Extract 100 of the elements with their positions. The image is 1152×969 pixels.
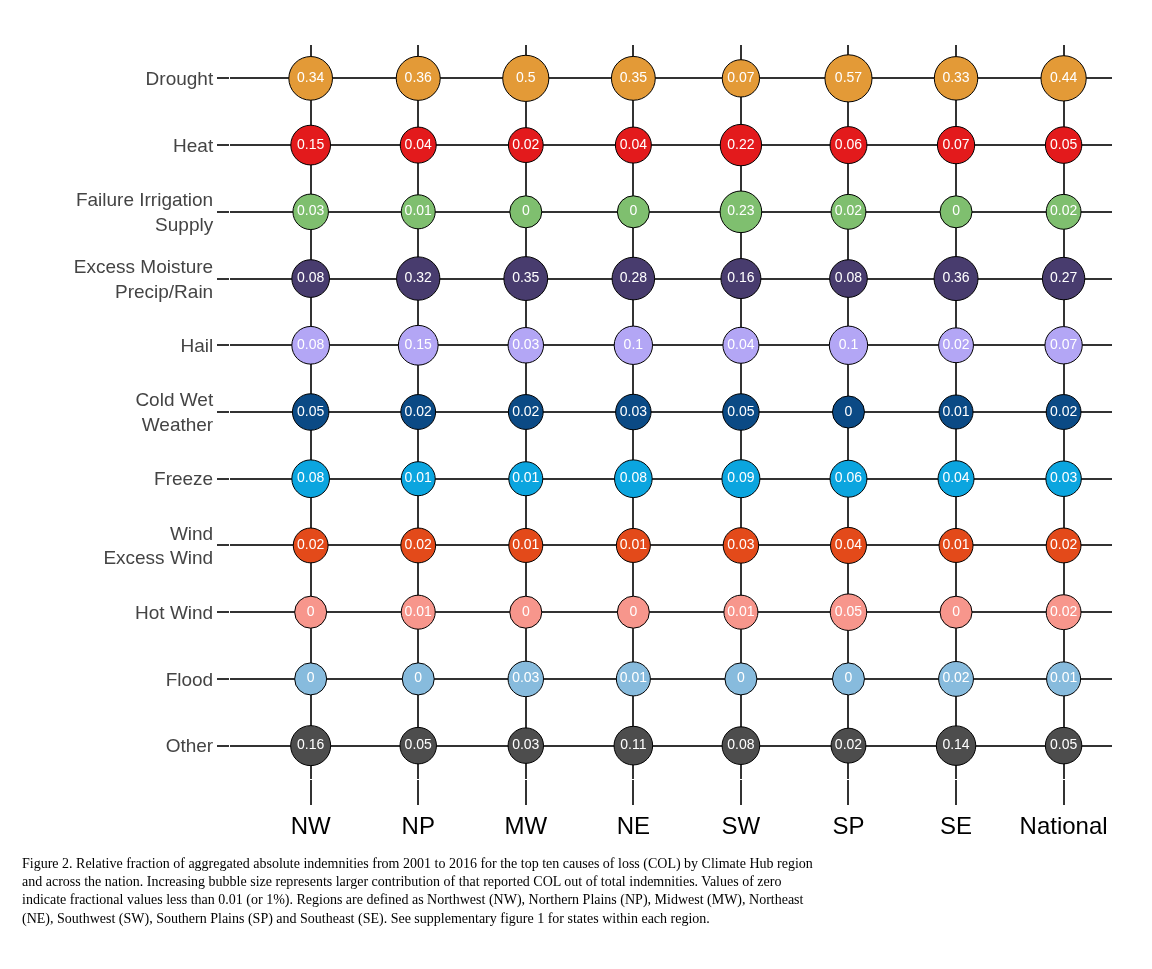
data-label: 0 bbox=[629, 602, 638, 619]
data-label: 0.02 bbox=[512, 135, 540, 152]
data-label: 0 bbox=[521, 202, 530, 219]
data-label: 0.15 bbox=[404, 335, 433, 352]
y-tick-label: Hail bbox=[180, 334, 214, 356]
data-label: 0 bbox=[629, 202, 638, 219]
x-tick-label: NP bbox=[401, 811, 435, 839]
x-tick-label: MW bbox=[504, 811, 548, 839]
data-label: 0.16 bbox=[727, 269, 755, 286]
data-label: 0 bbox=[952, 202, 961, 219]
data-label: 0.06 bbox=[834, 469, 863, 486]
data-label: 0.14 bbox=[942, 736, 970, 753]
data-label: 0.22 bbox=[727, 135, 755, 152]
y-tick-label: Flood bbox=[165, 668, 214, 690]
data-label: 0 bbox=[844, 669, 853, 686]
data-label: 0.03 bbox=[512, 736, 540, 753]
data-label: 0.08 bbox=[619, 469, 648, 486]
data-label: 0.01 bbox=[942, 535, 970, 552]
x-tick-label: National bbox=[1019, 811, 1108, 839]
data-label: 0.44 bbox=[1049, 68, 1078, 85]
data-label: 0.05 bbox=[297, 402, 325, 419]
data-label: 0.02 bbox=[404, 402, 433, 419]
y-tick-label: Failure Irrigation Supply bbox=[75, 189, 214, 235]
y-tick-label: Wind Excess Wind bbox=[103, 522, 214, 569]
data-label: 0.02 bbox=[1049, 602, 1078, 619]
data-label: 0.01 bbox=[727, 602, 755, 619]
data-label: 0.04 bbox=[619, 135, 648, 152]
data-label: 0.01 bbox=[619, 535, 648, 552]
y-tick-label: Heat bbox=[173, 134, 214, 156]
caption: Figure 2. Relative fraction of aggregated absolute indemnities from 2001 to 2016 for the top ten causes of loss (COL) by Climate Hub region and across the nation. Increasing bubble size represents larger contribution of that reported COL out of total indemnities. Values of zero indicate fractional values less than 0.01 (or 1%). Regions are defined as Northwest (NW), Northern Plains (NP), Midwest (MW), Northeast (NE), Southwest (SW), Southern Plains (SP) and Southeast (SE). See supplementary figure 1 for states within each region. bbox=[22, 856, 813, 927]
data-label: 0.03 bbox=[1049, 469, 1078, 486]
y-tick-label: Freeze bbox=[154, 468, 214, 490]
data-label: 0 bbox=[521, 602, 530, 619]
data-label: 0 bbox=[306, 602, 315, 619]
data-label: 0.07 bbox=[727, 68, 755, 85]
data-label: 0.36 bbox=[404, 68, 433, 85]
data-label: 0 bbox=[844, 402, 853, 419]
data-label: 0.15 bbox=[297, 135, 325, 152]
data-label: 0.01 bbox=[404, 602, 433, 619]
data-label: 0.08 bbox=[297, 335, 325, 352]
data-label: 0.02 bbox=[1049, 402, 1078, 419]
x-tick-label: SW bbox=[721, 811, 761, 839]
data-label: 0.34 bbox=[297, 68, 325, 85]
data-label: 0.35 bbox=[619, 68, 648, 85]
data-label: 0.02 bbox=[512, 402, 540, 419]
data-label: 0.03 bbox=[727, 535, 755, 552]
data-label: 0 bbox=[306, 669, 315, 686]
data-label: 0 bbox=[737, 669, 746, 686]
data-label: 0.02 bbox=[1049, 535, 1078, 552]
data-label: 0.03 bbox=[512, 669, 540, 686]
data-label: 0.06 bbox=[834, 135, 863, 152]
data-label: 0.08 bbox=[727, 736, 755, 753]
data-label: 0.23 bbox=[727, 202, 755, 219]
data-label: 0.07 bbox=[942, 135, 970, 152]
data-label: 0.57 bbox=[834, 68, 863, 85]
data-label: 0.36 bbox=[942, 269, 970, 286]
data-label: 0.09 bbox=[727, 469, 755, 486]
y-tick-label: Other bbox=[165, 735, 214, 757]
y-tick-label: Cold Wet Weather bbox=[135, 389, 214, 435]
data-label: 0.01 bbox=[1049, 669, 1078, 686]
y-tick-label: Hot Wind bbox=[135, 601, 214, 623]
data-label: 0.05 bbox=[834, 602, 863, 619]
data-label: 0.02 bbox=[297, 535, 325, 552]
data-label: 0.1 bbox=[623, 335, 644, 352]
data-label: 0.05 bbox=[404, 736, 433, 753]
data-label: 0.02 bbox=[1049, 202, 1078, 219]
data-label: 0.01 bbox=[512, 535, 540, 552]
data-label: 0 bbox=[414, 669, 423, 686]
data-label: 0.01 bbox=[942, 402, 970, 419]
data-label: 0.08 bbox=[297, 469, 325, 486]
data-label: 0.05 bbox=[1049, 135, 1078, 152]
data-label: 0.03 bbox=[512, 335, 540, 352]
data-label: 0.02 bbox=[404, 535, 433, 552]
data-label: 0.01 bbox=[619, 669, 648, 686]
data-label: 0.04 bbox=[404, 135, 433, 152]
data-label: 0.16 bbox=[297, 736, 325, 753]
data-label: 0.28 bbox=[619, 269, 648, 286]
x-tick-label: NW bbox=[290, 811, 332, 839]
data-label: 0.35 bbox=[512, 269, 540, 286]
data-label: 0.05 bbox=[727, 402, 755, 419]
data-label: 0.01 bbox=[512, 469, 540, 486]
data-label: 0.27 bbox=[1049, 269, 1078, 286]
x-tick-label: SP bbox=[832, 811, 865, 839]
data-label: 0.01 bbox=[404, 202, 433, 219]
y-tick-label: Excess Moisture Precip/Rain bbox=[73, 255, 214, 302]
data-label: 0.1 bbox=[838, 335, 859, 352]
data-label: 0.03 bbox=[619, 402, 648, 419]
data-label: 0.5 bbox=[516, 68, 536, 85]
data-label: 0 bbox=[952, 602, 961, 619]
data-label: 0.03 bbox=[297, 202, 325, 219]
x-tick-label: SE bbox=[940, 811, 973, 839]
y-tick-label: Drought bbox=[145, 68, 214, 90]
data-label: 0.08 bbox=[834, 269, 863, 286]
x-tick-label: NE bbox=[616, 811, 651, 839]
data-label: 0.05 bbox=[1049, 736, 1078, 753]
data-label: 0.32 bbox=[404, 269, 433, 286]
data-label: 0.11 bbox=[620, 736, 647, 753]
data-label: 0.33 bbox=[942, 68, 970, 85]
data-label: 0.08 bbox=[297, 269, 325, 286]
data-label: 0.02 bbox=[834, 202, 863, 219]
